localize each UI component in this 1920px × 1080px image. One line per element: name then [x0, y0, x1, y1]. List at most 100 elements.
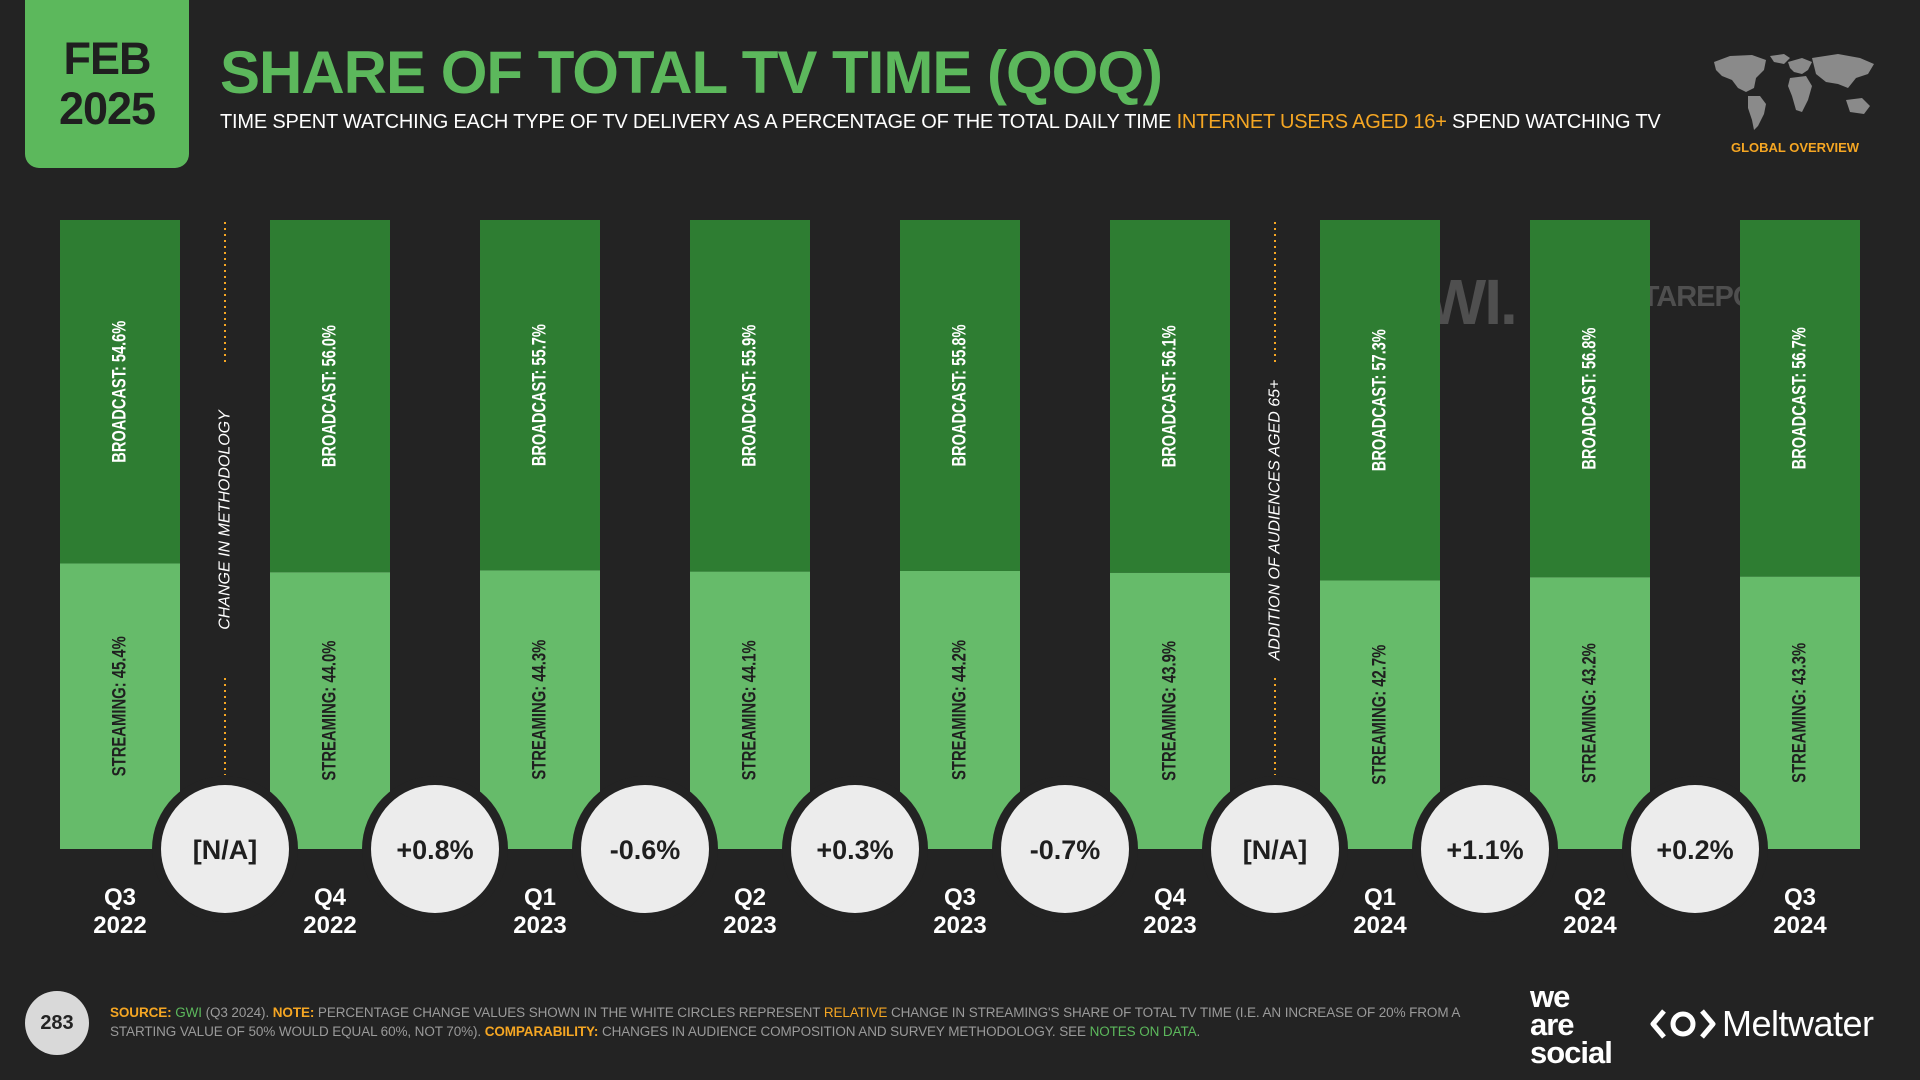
x-tick-quarter: Q3: [104, 884, 136, 911]
broadcast-bar: [270, 220, 390, 573]
streaming-bar: [1110, 572, 1230, 849]
broadcast-bar: [60, 220, 180, 564]
change-circle: [581, 785, 709, 913]
streaming-bar: [900, 570, 1020, 849]
x-tick-year: 2024: [1353, 912, 1407, 939]
broadcast-label: BROADCAST: 56.1%: [1160, 325, 1181, 467]
streaming-bar: [1740, 576, 1860, 849]
change-circle: [1001, 785, 1129, 913]
x-tick-year: 2023: [723, 912, 776, 939]
streaming-label: STREAMING: 43.9%: [1160, 641, 1181, 781]
broadcast-label: BROADCAST: 56.7%: [1790, 327, 1811, 469]
change-value: +1.1%: [1446, 835, 1523, 865]
streaming-label: STREAMING: 43.3%: [1790, 643, 1811, 783]
broadcast-bar: [1110, 220, 1230, 573]
change-circle: [791, 785, 919, 913]
streaming-bar: [1530, 577, 1650, 849]
x-tick-quarter: Q4: [1154, 884, 1187, 911]
x-tick-year: 2023: [1143, 912, 1196, 939]
x-tick-quarter: Q1: [524, 884, 556, 911]
page-subtitle: TIME SPENT WATCHING EACH TYPE OF TV DELI…: [220, 111, 1661, 134]
date-month: FEB: [63, 33, 152, 84]
change-circle: [1211, 785, 1339, 913]
annotation-mask: [1261, 365, 1289, 675]
meltwater-icon: [1650, 1009, 1716, 1039]
change-circle: [161, 785, 289, 913]
broadcast-label: BROADCAST: 55.8%: [950, 324, 971, 466]
x-tick-quarter: Q2: [734, 884, 766, 911]
annotation-text: CHANGE IN METHODOLOGY: [217, 409, 234, 630]
source-name: GWI: [175, 1005, 202, 1020]
x-tick-quarter: Q3: [944, 884, 976, 911]
subtitle-highlight: INTERNET USERS AGED 16+: [1176, 111, 1447, 133]
x-tick-quarter: Q4: [314, 884, 347, 911]
subtitle-text-2: SPEND WATCHING TV: [1446, 111, 1661, 133]
source-label: SOURCE:: [110, 1005, 172, 1020]
comparability-label: COMPARABILITY:: [484, 1024, 599, 1039]
x-tick-quarter: Q1: [1364, 884, 1396, 911]
x-tick-year: 2024: [1773, 912, 1827, 939]
x-tick-year: 2022: [93, 912, 146, 939]
broadcast-bar: [1320, 220, 1440, 581]
change-value: +0.2%: [1656, 835, 1733, 865]
annotation-text: ADDITION OF AUDIENCES AGED 65+: [1267, 380, 1284, 662]
x-tick-quarter: Q3: [1784, 884, 1816, 911]
streaming-bar: [480, 570, 600, 849]
x-tick-year: 2024: [1563, 912, 1617, 939]
streaming-bar: [1320, 580, 1440, 849]
broadcast-bar: [480, 220, 600, 571]
streaming-label: STREAMING: 44.0%: [320, 641, 341, 781]
comparability-text: CHANGES IN AUDIENCE COMPOSITION AND SURV…: [598, 1024, 1090, 1039]
x-tick-year: 2022: [303, 912, 356, 939]
x-tick-year: 2023: [513, 912, 566, 939]
date-badge: FEB 2025: [25, 0, 189, 168]
streaming-bar: [270, 572, 390, 849]
streaming-bar: [690, 571, 810, 849]
streaming-label: STREAMING: 44.2%: [950, 640, 971, 780]
source-rest: (Q3 2024).: [201, 1005, 273, 1020]
note-pre: PERCENTAGE CHANGE VALUES SHOWN IN THE WH…: [314, 1005, 824, 1020]
date-year: 2025: [58, 83, 156, 134]
change-value: +0.3%: [816, 835, 893, 865]
broadcast-label: BROADCAST: 57.3%: [1370, 329, 1391, 471]
change-value: [N/A]: [193, 835, 257, 865]
broadcast-bar: [900, 220, 1020, 571]
streaming-label: STREAMING: 44.3%: [530, 640, 551, 780]
x-tick-quarter: Q2: [1574, 884, 1606, 911]
tv-share-chart: BROADCAST: 54.6%STREAMING: 45.4%Q32022BR…: [60, 220, 1860, 939]
broadcast-label: BROADCAST: 56.0%: [320, 325, 341, 467]
global-overview-label: GLOBAL OVERVIEW: [1730, 140, 1860, 155]
note-label: NOTE:: [272, 1005, 315, 1020]
streaming-label: STREAMING: 44.1%: [740, 640, 761, 780]
streaming-label: STREAMING: 42.7%: [1370, 645, 1391, 785]
brand-word: are: [1530, 1007, 1575, 1042]
streaming-bar: [60, 563, 180, 849]
footer-notes: SOURCE: GWI (Q3 2024). NOTE: PERCENTAGE …: [110, 1003, 1490, 1041]
streaming-label: STREAMING: 43.2%: [1580, 643, 1601, 783]
broadcast-bar: [1530, 220, 1650, 578]
notes-on-data-link[interactable]: NOTES ON DATA: [1089, 1024, 1197, 1039]
broadcast-label: BROADCAST: 55.7%: [530, 324, 551, 466]
meltwater-text: Meltwater: [1722, 1003, 1874, 1044]
change-circle: [1631, 785, 1759, 913]
meltwater-logo: Meltwater: [1650, 1003, 1874, 1045]
note-post: CHANGE IN STREAMING'S SHARE OF TOTAL TV …: [110, 1005, 1460, 1039]
comparability-end: .: [1196, 1024, 1201, 1039]
x-tick-year: 2023: [933, 912, 986, 939]
we-are-social-logo: we are social: [1530, 979, 1613, 1070]
streaming-label: STREAMING: 45.4%: [110, 636, 131, 776]
broadcast-bar: [1740, 220, 1860, 577]
change-value: [N/A]: [1243, 835, 1307, 865]
change-circle: [1421, 785, 1549, 913]
broadcast-bar: [690, 220, 810, 572]
brand-word: we: [1530, 979, 1570, 1014]
subtitle-text-1: TIME SPENT WATCHING EACH TYPE OF TV DELI…: [220, 111, 1177, 133]
brand-word: social: [1530, 1035, 1613, 1070]
broadcast-label: BROADCAST: 54.6%: [110, 321, 131, 463]
broadcast-label: BROADCAST: 55.9%: [740, 325, 761, 467]
page-number: 283: [25, 991, 89, 1055]
change-value: -0.6%: [610, 835, 681, 865]
change-value: -0.7%: [1030, 835, 1101, 865]
broadcast-label: BROADCAST: 56.8%: [1580, 328, 1601, 470]
annotation-mask: [211, 365, 239, 675]
